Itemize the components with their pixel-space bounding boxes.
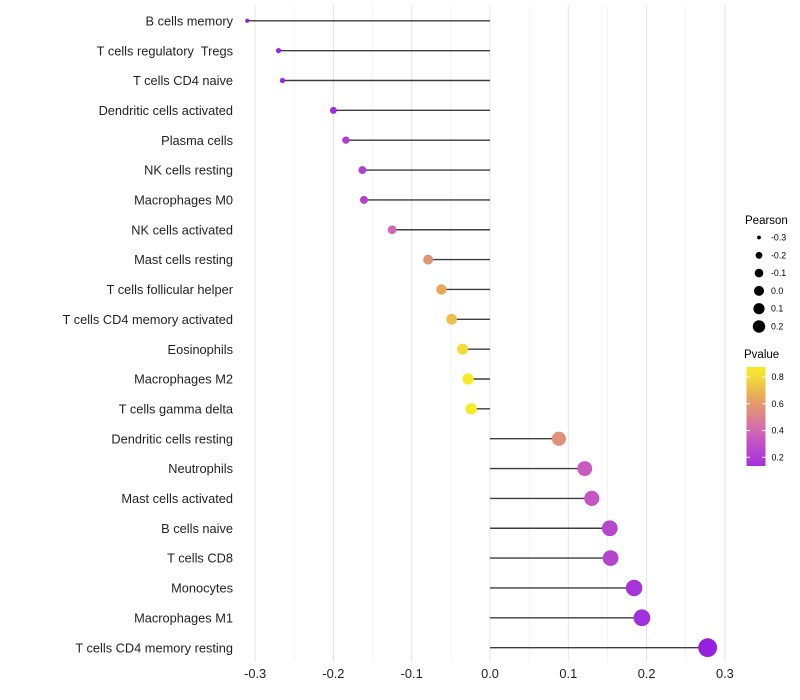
legend-pvalue-color: Pvalue 0.8 0.6 0.4 0.2	[744, 349, 784, 466]
legend-size-label: 0.2	[771, 322, 783, 332]
x-axis-tick-label: 0.1	[559, 666, 577, 681]
y-axis-labels: B cells memory T cells regulatory Tregs T …	[63, 13, 234, 655]
legend-size-dot	[753, 303, 765, 315]
legend-size-dot	[757, 235, 761, 240]
legend-pvalue-label: 0.4	[772, 426, 784, 436]
lollipop-dot	[577, 461, 593, 477]
y-axis-label: NK cells activated	[131, 222, 233, 237]
y-axis-label: T cells CD4 memory activated	[63, 312, 233, 327]
lollipop-dot	[436, 284, 447, 295]
y-axis-label: T cells gamma delta	[119, 401, 234, 416]
lollipop-stems	[247, 20, 708, 649]
legend-size-label: -0.3	[771, 233, 786, 243]
legend-size-dot	[754, 285, 764, 296]
y-axis-label: Mast cells resting	[134, 252, 233, 267]
legend-colorbar	[746, 367, 766, 466]
lollipop-dot	[625, 579, 643, 597]
lollipop-dot	[446, 313, 458, 325]
legend-pvalue-title: Pvalue	[744, 349, 779, 361]
lollipop-dot	[633, 609, 651, 627]
gridlines	[254, 5, 726, 662]
y-axis-label: T cells CD4 naive	[133, 73, 233, 88]
x-axis-labels: -0.3 -0.2 -0.1 0.0 0.1 0.2 0.3	[244, 666, 734, 681]
y-axis-label: T cells regulatory Tregs	[97, 43, 233, 58]
lollipop-dot	[279, 77, 286, 84]
lollipop-dot	[342, 136, 350, 144]
y-axis-label: Dendritic cells resting	[111, 431, 233, 446]
lollipop-dot	[329, 106, 337, 114]
lollipop-dot	[359, 195, 368, 204]
legend-pvalue-label: 0.6	[772, 399, 784, 409]
legend-pearson-size: Pearson -0.3 -0.2 -0.1 0.0 0.1 0.2	[745, 215, 788, 333]
legend-size-label: -0.2	[771, 250, 786, 260]
y-axis-label: Monocytes	[171, 581, 233, 596]
y-axis-label: Mast cells activated	[121, 491, 233, 506]
x-axis-tick-label: -0.1	[401, 666, 423, 681]
legend-size-dot	[754, 268, 764, 278]
y-axis-label: Macrophages M2	[134, 372, 233, 387]
legend-pvalue-label: 0.2	[772, 452, 784, 462]
legend-size-label: 0.0	[771, 286, 783, 296]
legend-size-label: 0.1	[771, 304, 783, 314]
y-axis-label: Neutrophils	[168, 461, 233, 476]
lollipop-dot	[584, 490, 600, 506]
lollipop-dot	[275, 48, 282, 54]
legend-size-dot	[755, 251, 763, 259]
x-axis-tick-label: -0.2	[322, 666, 344, 681]
lollipop-dot	[387, 225, 397, 235]
legend-size-label: -0.1	[771, 268, 786, 278]
y-axis-label: B cells memory	[146, 13, 234, 28]
x-axis-tick-label: 0.0	[481, 666, 499, 681]
lollipop-dot	[423, 254, 434, 265]
x-axis-tick-label: 0.3	[716, 666, 734, 681]
y-axis-label: T cells CD8	[167, 551, 233, 566]
y-axis-label: Plasma cells	[161, 133, 233, 148]
lollipop-dot	[698, 638, 718, 658]
legend-pearson-title: Pearson	[745, 215, 788, 227]
lollipop-dot	[462, 373, 474, 385]
y-axis-label: B cells naive	[161, 521, 233, 536]
lollipop-dot	[465, 403, 477, 415]
x-axis-tick-label: -0.3	[244, 666, 266, 681]
lollipop-dot	[457, 343, 469, 355]
legend-pvalue-label: 0.8	[772, 372, 784, 382]
lollipop-dot	[551, 431, 566, 446]
x-axis-tick-label: 0.2	[638, 666, 656, 681]
lollipop-dot	[358, 166, 367, 174]
y-axis-label: Eosinophils	[168, 342, 233, 357]
y-axis-label: NK cells resting	[144, 163, 233, 178]
y-axis-label: T cells CD4 memory resting	[75, 640, 233, 655]
lollipop-dot	[601, 520, 618, 537]
lollipop-dot	[602, 550, 619, 566]
y-axis-label: T cells follicular helper	[107, 282, 234, 297]
legend-size-dot	[752, 320, 766, 333]
lollipop-dots	[245, 18, 718, 658]
y-axis-label: Dendritic cells activated	[99, 103, 233, 118]
y-axis-label: Macrophages M1	[134, 610, 233, 625]
y-axis-label: Macrophages M0	[134, 193, 233, 208]
lollipop-dot	[245, 18, 250, 23]
